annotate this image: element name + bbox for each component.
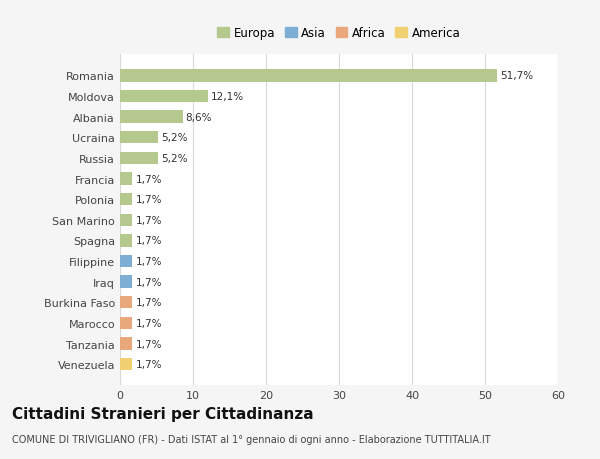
Bar [120, 173, 133, 185]
Legend: Europa, Asia, Africa, America: Europa, Asia, Africa, America [215, 25, 463, 42]
Text: 12,1%: 12,1% [211, 92, 244, 102]
Text: 1,7%: 1,7% [136, 195, 162, 205]
Text: 1,7%: 1,7% [136, 318, 162, 328]
Text: 1,7%: 1,7% [136, 359, 162, 369]
Text: 8,6%: 8,6% [186, 112, 212, 123]
Text: 1,7%: 1,7% [136, 257, 162, 267]
Bar [120, 91, 208, 103]
Text: 1,7%: 1,7% [136, 236, 162, 246]
Bar [120, 111, 183, 123]
Text: 1,7%: 1,7% [136, 174, 162, 184]
Bar [120, 276, 133, 288]
Bar [120, 255, 133, 268]
Bar [120, 194, 133, 206]
Text: 1,7%: 1,7% [136, 339, 162, 349]
Text: 5,2%: 5,2% [161, 154, 187, 163]
Bar [120, 317, 133, 330]
Text: 1,7%: 1,7% [136, 277, 162, 287]
Text: COMUNE DI TRIVIGLIANO (FR) - Dati ISTAT al 1° gennaio di ogni anno - Elaborazion: COMUNE DI TRIVIGLIANO (FR) - Dati ISTAT … [12, 434, 491, 444]
Text: 5,2%: 5,2% [161, 133, 187, 143]
Text: 51,7%: 51,7% [500, 71, 533, 81]
Bar [120, 152, 158, 165]
Text: Cittadini Stranieri per Cittadinanza: Cittadini Stranieri per Cittadinanza [12, 406, 314, 421]
Bar [120, 214, 133, 226]
Text: 1,7%: 1,7% [136, 215, 162, 225]
Text: 1,7%: 1,7% [136, 297, 162, 308]
Bar [120, 235, 133, 247]
Bar [120, 132, 158, 144]
Bar [120, 297, 133, 309]
Bar [120, 338, 133, 350]
Bar [120, 70, 497, 83]
Bar [120, 358, 133, 370]
